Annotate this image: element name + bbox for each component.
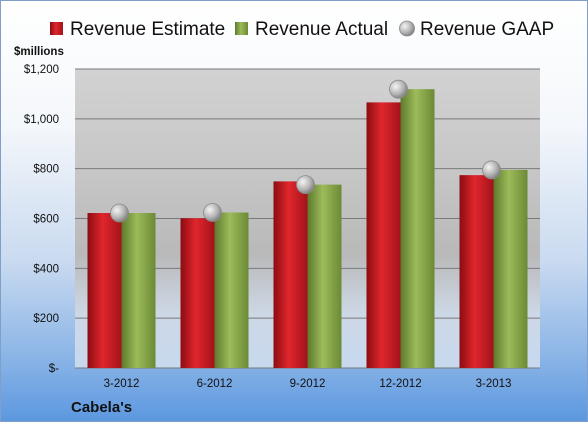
marker-revenue-gaap bbox=[389, 79, 408, 99]
marker-revenue-gaap bbox=[110, 203, 129, 223]
y-tick-label: $200 bbox=[33, 313, 59, 325]
y-tick-label: $- bbox=[49, 363, 59, 375]
bar-revenue-estimate bbox=[273, 181, 308, 368]
company-name: Cabela's bbox=[71, 399, 133, 416]
marker-revenue-gaap bbox=[482, 160, 501, 180]
legend-swatch bbox=[50, 22, 63, 35]
marker-revenue-gaap bbox=[203, 203, 222, 222]
bars bbox=[87, 89, 528, 369]
y-tick-label: $600 bbox=[33, 214, 59, 226]
legend-label: Revenue Actual bbox=[255, 19, 388, 40]
y-tick-label: $400 bbox=[33, 263, 59, 275]
legend-label: Revenue GAAP bbox=[420, 19, 554, 40]
x-tick-label: 6-2012 bbox=[197, 378, 233, 390]
bar-revenue-estimate bbox=[87, 213, 122, 368]
x-axis-ticks: 3-2012 6-2012 9-2012 12-2012 3-2013 bbox=[104, 378, 512, 390]
x-tick-label: 3-2012 bbox=[104, 378, 140, 390]
y-tick-label: $1,200 bbox=[24, 64, 59, 76]
y-tick-label: $800 bbox=[33, 164, 59, 176]
bar-revenue-actual bbox=[400, 89, 435, 369]
bar-revenue-actual bbox=[307, 184, 342, 368]
bar-revenue-estimate bbox=[459, 175, 494, 368]
x-tick-label: 9-2012 bbox=[290, 378, 326, 390]
bar-revenue-estimate bbox=[180, 218, 215, 368]
legend-label: Revenue Estimate bbox=[70, 19, 225, 40]
y-axis-ticks: $- $200 $400 $600 $800 $1,000 $1,200 bbox=[24, 64, 59, 375]
legend-swatch bbox=[399, 20, 415, 37]
y-axis-unit-label: $millions bbox=[14, 46, 64, 58]
x-tick-label: 12-2012 bbox=[379, 378, 421, 390]
legend: Revenue Estimate Revenue Actual Revenue GA… bbox=[50, 19, 554, 40]
marker-revenue-gaap bbox=[296, 175, 315, 195]
y-tick-label: $1,000 bbox=[24, 114, 59, 126]
bar-revenue-actual bbox=[493, 169, 528, 368]
bar-revenue-actual bbox=[121, 213, 156, 368]
x-tick-label: 3-2013 bbox=[476, 378, 512, 390]
bar-revenue-actual bbox=[214, 212, 249, 368]
bar-revenue-estimate bbox=[366, 102, 401, 368]
legend-swatch bbox=[235, 22, 248, 35]
gaap-markers bbox=[110, 79, 501, 223]
